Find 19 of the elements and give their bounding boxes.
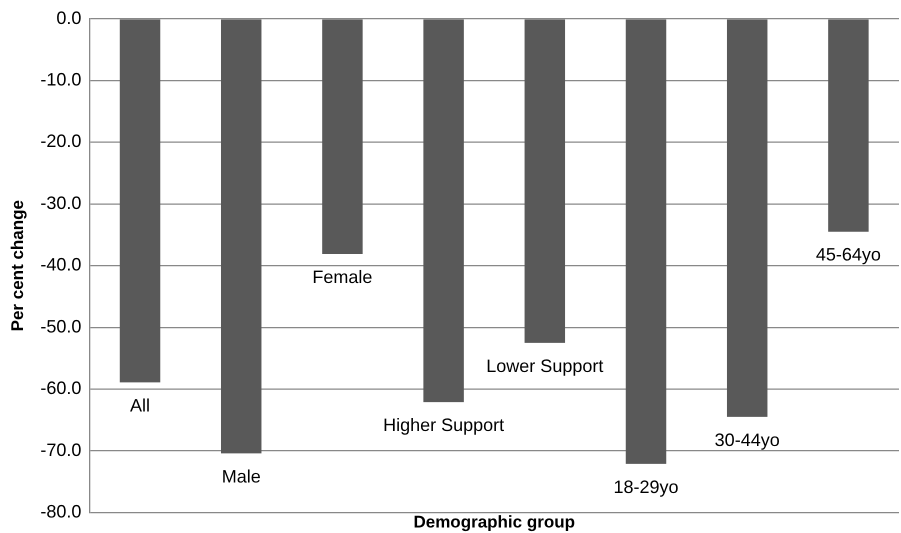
x-tick-label: 18-29yo — [613, 476, 679, 497]
y-tick-label: -70.0 — [40, 440, 82, 460]
y-tick-label: -80.0 — [40, 502, 82, 522]
y-tick-label: -20.0 — [40, 131, 82, 152]
x-axis-title: Demographic group — [413, 512, 575, 532]
x-tick-label: Male — [222, 466, 261, 486]
y-tick-label: -30.0 — [40, 192, 82, 213]
x-tick-label: 30-44yo — [714, 430, 780, 450]
y-tick-label: -50.0 — [40, 316, 82, 336]
x-tick-label: All — [130, 395, 150, 416]
y-tick-label: -10.0 — [40, 69, 82, 90]
y-tick-label: 0.0 — [56, 8, 82, 28]
y-tick-label: -40.0 — [40, 254, 82, 275]
x-tick-label: Higher Support — [383, 415, 504, 436]
y-tick-label: -60.0 — [40, 378, 82, 398]
x-tick-label: Lower Support — [486, 356, 604, 376]
x-tick-label: Female — [312, 266, 372, 287]
y-axis-title: Per cent change — [8, 200, 27, 332]
x-tick-label: 45-64yo — [816, 244, 881, 265]
